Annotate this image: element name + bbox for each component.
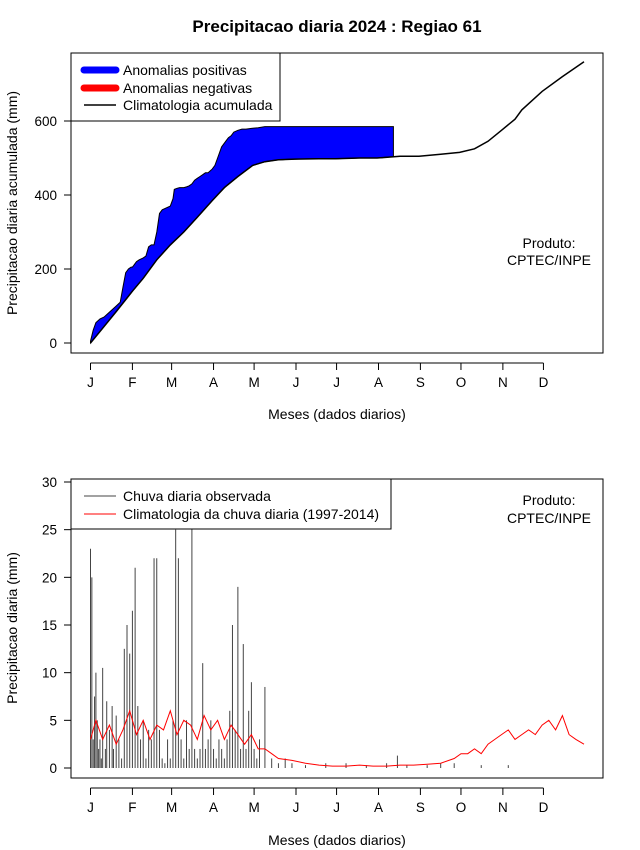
legend-label-observed: Chuva diaria observada bbox=[123, 488, 271, 504]
x-tick-label-2: F bbox=[128, 375, 136, 390]
legend-label-negative: Anomalias negativas bbox=[123, 80, 252, 96]
y-axis-title-top: Precipitacao diaria acumulada (mm) bbox=[4, 91, 20, 315]
y-axis-title-bottom: Precipitacao diaria (mm) bbox=[4, 552, 20, 704]
y-tick-label: 400 bbox=[34, 188, 57, 203]
legend-label-climatology-daily: Climatologia da chuva diaria (1997-2014) bbox=[123, 506, 379, 522]
climatology-cumulative-line bbox=[89, 61, 585, 344]
x-tick-label-8: A bbox=[374, 375, 383, 390]
daily-panel: 0 5 10 15 20 25 30 J F M A M J J A S O N D Meses (dados d… bbox=[4, 475, 604, 848]
product-label-bottom: Produto: bbox=[523, 492, 576, 508]
x-tick-label-2: F bbox=[128, 800, 136, 815]
y-tick-label: 0 bbox=[49, 336, 57, 351]
legend-bottom: Chuva diaria observada Climatologia da c… bbox=[70, 478, 392, 530]
cumulative-panel: 0 200 400 600 J F M A M J J A S O N D Meses (dados dia… bbox=[4, 52, 604, 422]
y-tick-label: 5 bbox=[49, 713, 57, 728]
y-tick-label: 600 bbox=[34, 114, 57, 129]
chart-title: Precipitacao diaria 2024 : Regiao 61 bbox=[192, 17, 481, 36]
legend-box bbox=[70, 478, 392, 530]
y-tick-label: 15 bbox=[42, 618, 57, 633]
x-tick-label-6: J bbox=[293, 375, 300, 390]
climatology-daily-line bbox=[90, 709, 585, 767]
y-axis-top: 0 200 400 600 bbox=[34, 114, 72, 351]
x-tick-label-5: M bbox=[248, 375, 259, 390]
x-tick-label-7: J bbox=[333, 800, 340, 815]
x-tick-label-3: M bbox=[166, 800, 177, 815]
x-tick-label-8: A bbox=[374, 800, 383, 815]
x-tick-label-4: A bbox=[209, 800, 218, 815]
x-tick-label-11: N bbox=[498, 800, 508, 815]
legend-label-positive: Anomalias positivas bbox=[123, 62, 247, 78]
x-tick-label-12: D bbox=[539, 800, 549, 815]
y-tick-label: 25 bbox=[42, 523, 57, 538]
x-tick-label-7: J bbox=[333, 375, 340, 390]
product-source-bottom: CPTEC/INPE bbox=[507, 510, 591, 526]
y-axis-bottom: 0 5 10 15 20 25 30 bbox=[42, 475, 72, 776]
y-tick-label: 0 bbox=[49, 761, 57, 776]
y-tick-label: 20 bbox=[42, 570, 57, 585]
y-tick-label: 30 bbox=[42, 475, 57, 490]
x-tick-label-9: S bbox=[416, 375, 425, 390]
legend-top: Anomalias positivas Anomalias negativas … bbox=[70, 52, 281, 122]
x-tick-label-10: O bbox=[456, 375, 467, 390]
x-axis-title-top: Meses (dados diarios) bbox=[268, 406, 406, 422]
x-tick-label-1: J bbox=[87, 375, 94, 390]
x-tick-label-11: N bbox=[498, 375, 508, 390]
x-axis-title-bottom: Meses (dados diarios) bbox=[268, 832, 406, 848]
x-tick-label-12: D bbox=[539, 375, 549, 390]
legend-label-climatology: Climatologia acumulada bbox=[123, 97, 273, 113]
x-tick-label-6: J bbox=[293, 800, 300, 815]
y-tick-label: 10 bbox=[42, 666, 57, 681]
x-tick-label-9: S bbox=[416, 800, 425, 815]
x-tick-label-1: J bbox=[87, 800, 94, 815]
product-label-top: Produto: bbox=[523, 235, 576, 251]
observed-rain-bars bbox=[90, 482, 509, 768]
x-tick-label-4: A bbox=[209, 375, 218, 390]
x-tick-label-5: M bbox=[248, 800, 259, 815]
product-source-top: CPTEC/INPE bbox=[507, 252, 591, 268]
y-tick-label: 200 bbox=[34, 262, 57, 277]
x-tick-label-3: M bbox=[166, 375, 177, 390]
x-tick-label-10: O bbox=[456, 800, 467, 815]
